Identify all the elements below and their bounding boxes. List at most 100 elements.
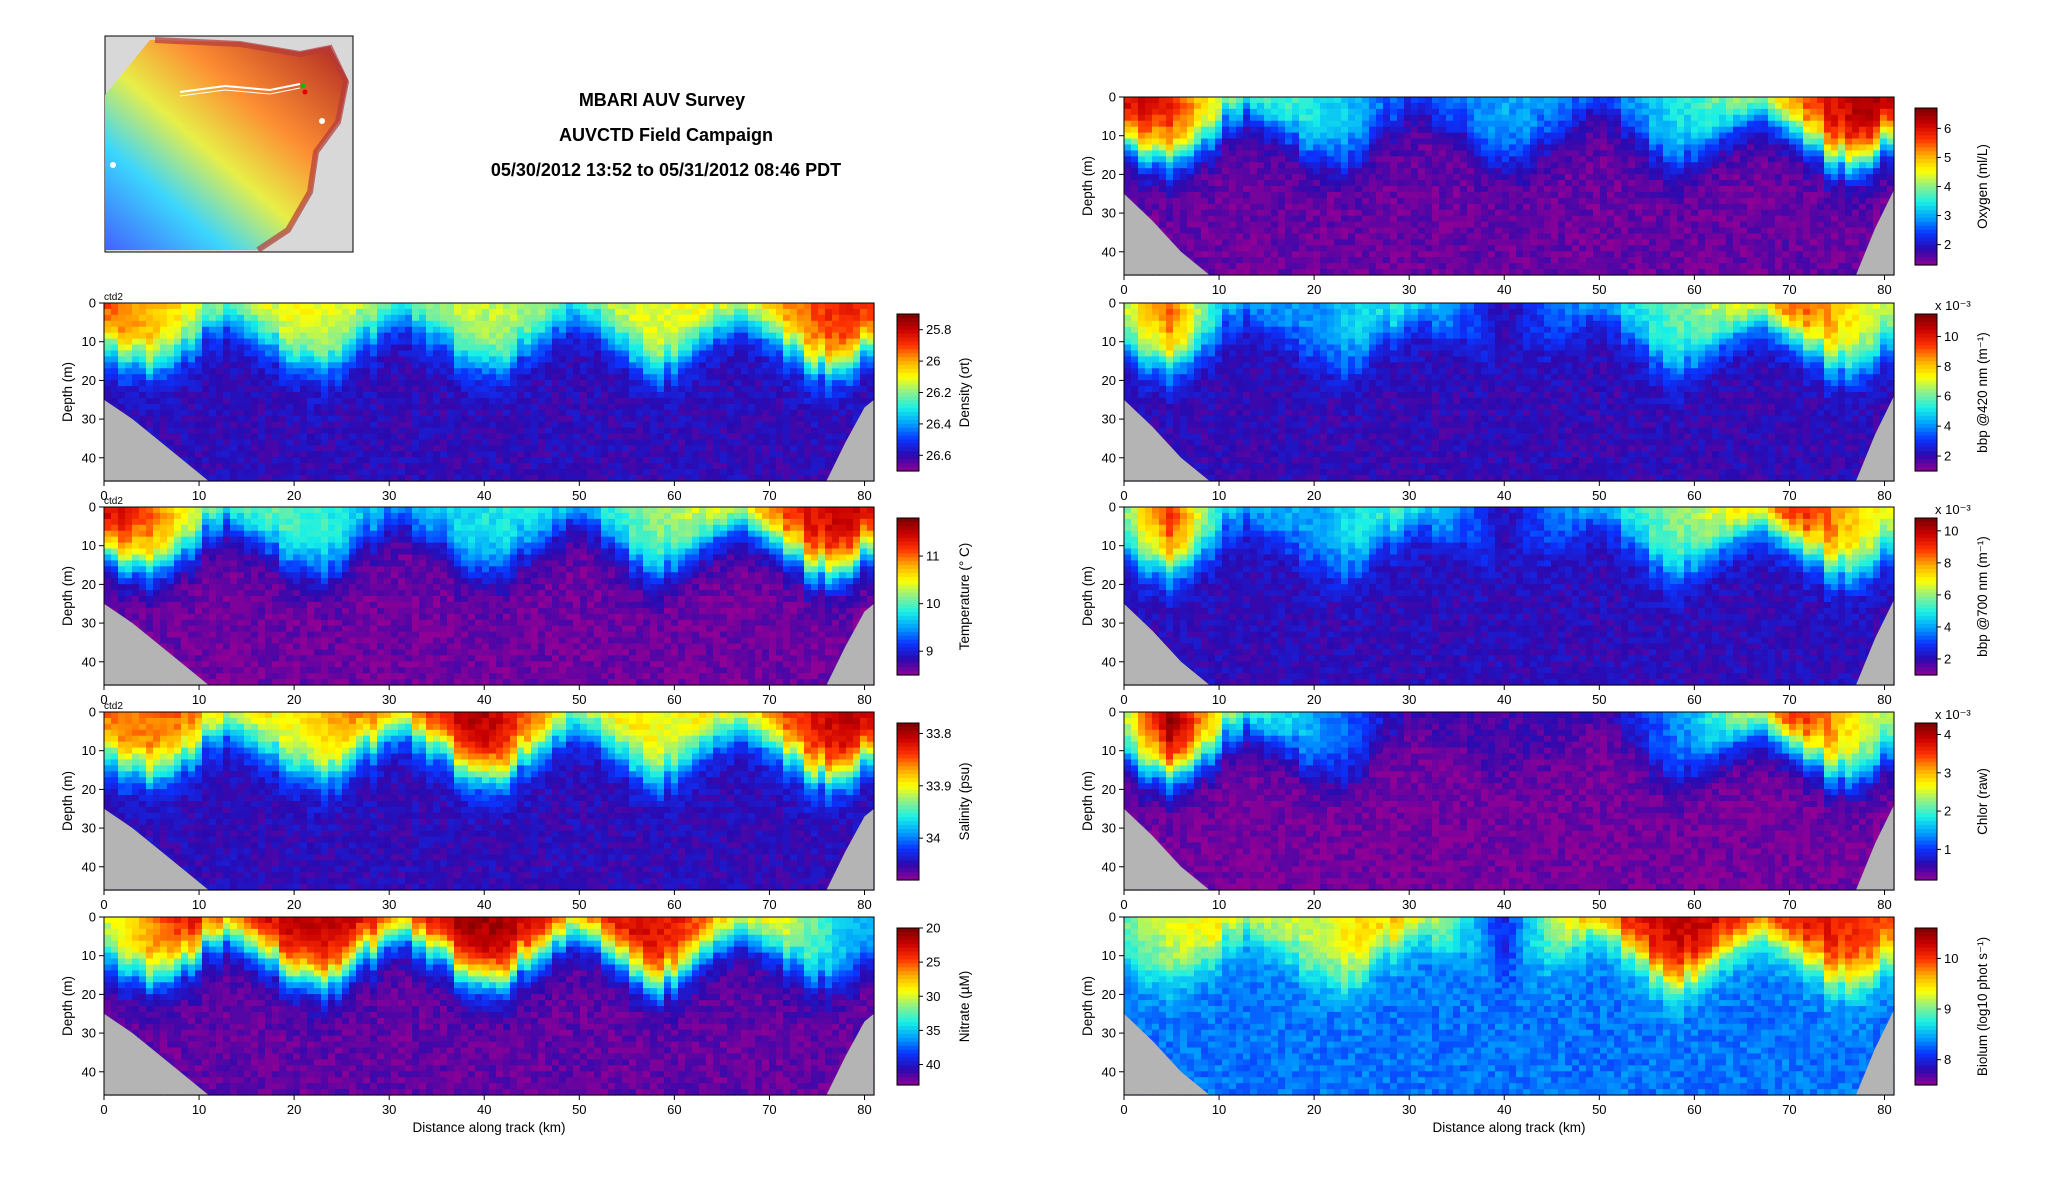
density-cell xyxy=(181,416,189,423)
density-cell xyxy=(195,303,203,310)
density-cell xyxy=(391,392,399,399)
density-cell xyxy=(195,404,203,411)
density-cell xyxy=(118,309,126,316)
density-cell xyxy=(321,374,329,381)
density-cell xyxy=(111,309,119,316)
density-cell xyxy=(153,422,161,429)
density-cell xyxy=(167,422,175,429)
density-cell xyxy=(419,345,427,352)
density-cell xyxy=(139,368,147,375)
density-cell xyxy=(356,368,364,375)
density-cell xyxy=(139,374,147,381)
density-cell xyxy=(272,339,280,346)
density-cell xyxy=(153,345,161,352)
density-cell xyxy=(377,321,385,328)
density-cell xyxy=(384,362,392,369)
density-cell xyxy=(328,463,336,470)
density-cell xyxy=(265,392,273,399)
density-cell xyxy=(419,321,427,328)
density-cell xyxy=(188,410,196,417)
density-cell xyxy=(132,350,140,357)
density-cell xyxy=(398,392,406,399)
density-cell xyxy=(244,439,252,446)
density-cell xyxy=(188,356,196,363)
density-cell xyxy=(321,469,329,476)
density-cell xyxy=(174,374,182,381)
density-cell xyxy=(174,380,182,387)
density-cell xyxy=(118,380,126,387)
density-cell xyxy=(111,380,119,387)
density-cell xyxy=(258,398,266,405)
density-cell xyxy=(419,303,427,310)
density-cell xyxy=(125,321,133,328)
density-cell xyxy=(391,451,399,458)
density-cell xyxy=(174,368,182,375)
density-cell xyxy=(146,392,154,399)
density-cell xyxy=(384,345,392,352)
density-cell xyxy=(174,362,182,369)
density-cell xyxy=(188,445,196,452)
density-cell xyxy=(363,428,371,435)
density-cell xyxy=(398,321,406,328)
density-cell xyxy=(419,350,427,357)
density-cell xyxy=(181,356,189,363)
density-cell xyxy=(223,321,231,328)
density-cell xyxy=(237,345,245,352)
density-cell xyxy=(153,321,161,328)
density-cell xyxy=(216,315,224,322)
density-cell xyxy=(412,445,420,452)
density-cell xyxy=(356,439,364,446)
density-cell xyxy=(335,303,343,310)
density-cell xyxy=(314,404,322,411)
density-cell xyxy=(300,380,308,387)
density-cell xyxy=(195,434,203,441)
density-cell xyxy=(412,463,420,470)
density-cell xyxy=(174,339,182,346)
density-cell xyxy=(370,362,378,369)
density-cell xyxy=(195,321,203,328)
density-cell xyxy=(300,321,308,328)
density-cell xyxy=(146,380,154,387)
density-cell xyxy=(223,368,231,375)
density-cell xyxy=(132,362,140,369)
density-cell xyxy=(230,315,238,322)
density-cell xyxy=(202,368,210,375)
density-cell xyxy=(391,315,399,322)
density-cell xyxy=(251,303,259,310)
density-cell xyxy=(125,345,133,352)
density-cell xyxy=(391,339,399,346)
density-cell xyxy=(314,327,322,334)
density-cell xyxy=(153,333,161,340)
density-cell xyxy=(293,362,301,369)
density-cell xyxy=(104,368,112,375)
density-cell xyxy=(195,410,203,417)
density-cell xyxy=(286,345,294,352)
density-cell xyxy=(216,451,224,458)
density-cell xyxy=(146,422,154,429)
density-cell xyxy=(356,410,364,417)
density-cell xyxy=(363,339,371,346)
density-cell xyxy=(307,422,315,429)
density-cell xyxy=(181,445,189,452)
density-cell xyxy=(419,410,427,417)
density-cell xyxy=(307,362,315,369)
density-cell xyxy=(307,404,315,411)
density-cell xyxy=(237,386,245,393)
density-cell xyxy=(426,374,434,381)
density-cell xyxy=(349,434,357,441)
density-cell xyxy=(209,350,217,357)
density-cell xyxy=(223,428,231,435)
density-cell xyxy=(195,362,203,369)
density-cell xyxy=(377,345,385,352)
density-cell xyxy=(405,333,413,340)
density-cell xyxy=(426,398,434,405)
density-cell xyxy=(202,345,210,352)
density-cell xyxy=(412,410,420,417)
density-cell xyxy=(356,451,364,458)
density-cell xyxy=(202,410,210,417)
density-cell xyxy=(202,327,210,334)
density-cell xyxy=(370,392,378,399)
density-cell xyxy=(363,386,371,393)
density-cell xyxy=(391,350,399,357)
density-cell xyxy=(125,339,133,346)
